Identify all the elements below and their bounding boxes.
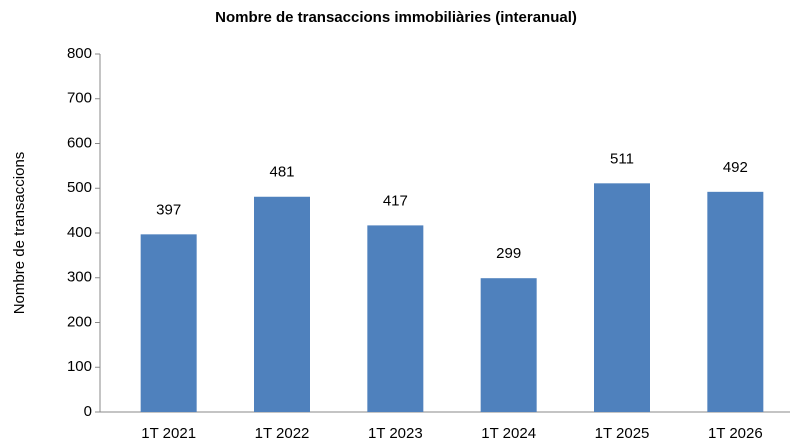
bar [594, 183, 650, 412]
y-tick-label: 800 [67, 45, 92, 62]
data-label: 481 [269, 164, 294, 181]
y-tick-label: 400 [67, 224, 92, 241]
y-tick-label: 100 [67, 358, 92, 375]
bar [140, 234, 197, 412]
data-label: 417 [383, 192, 408, 209]
x-tick-label: 1T 2021 [141, 425, 196, 442]
y-tick-label: 700 [67, 90, 92, 107]
bar [254, 196, 310, 412]
bar [707, 191, 764, 412]
bar [367, 225, 424, 412]
chart-title: Nombre de transaccions immobiliàries (in… [215, 9, 577, 26]
data-label: 492 [723, 159, 748, 176]
y-axis-label: Nombre de transaccions [11, 152, 28, 315]
y-tick-label: 0 [84, 403, 92, 420]
y-tick-label: 500 [67, 179, 92, 196]
x-tick-label: 1T 2025 [595, 425, 650, 442]
data-label: 299 [496, 245, 521, 262]
bar [480, 278, 537, 412]
data-label: 511 [610, 150, 634, 167]
y-tick-label: 200 [67, 313, 92, 330]
x-tick-label: 1T 2022 [255, 425, 310, 442]
x-tick-label: 1T 2026 [708, 425, 763, 442]
y-tick-label: 600 [67, 134, 92, 151]
y-tick-label: 300 [67, 269, 92, 286]
x-tick-label: 1T 2024 [481, 425, 536, 442]
data-label: 397 [156, 201, 181, 218]
x-tick-label: 1T 2023 [368, 425, 423, 442]
